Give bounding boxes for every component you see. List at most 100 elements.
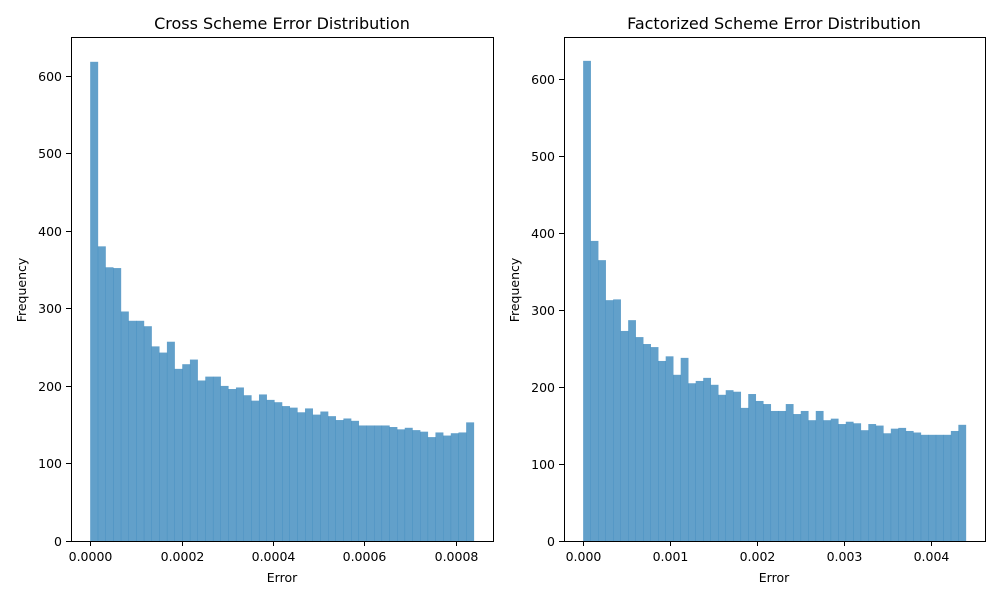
histogram-bar bbox=[793, 414, 802, 541]
histogram-bar bbox=[182, 364, 191, 541]
histogram-bar bbox=[778, 410, 787, 541]
histogram-bar bbox=[958, 424, 967, 541]
histogram-bar bbox=[785, 404, 794, 541]
y-tick-label: 0 bbox=[54, 534, 62, 549]
y-ticks: 0 100 200 300 400 500 600 bbox=[531, 72, 564, 549]
y-ticks: 0 100 200 300 400 500 600 bbox=[38, 69, 71, 549]
histogram-bar bbox=[815, 410, 824, 541]
histogram-bar bbox=[366, 425, 375, 541]
x-tick-label: 0.000 bbox=[566, 549, 602, 564]
x-tick-label: 0.003 bbox=[827, 549, 863, 564]
histogram-bar bbox=[105, 267, 114, 541]
x-ticks: 0.000 0.001 0.002 0.003 0.004 bbox=[566, 541, 950, 564]
histogram-bar bbox=[935, 434, 944, 541]
histogram-bar bbox=[358, 425, 367, 541]
y-axis-label: Frequency bbox=[507, 257, 522, 322]
histogram-bar bbox=[389, 427, 398, 541]
histogram-bar bbox=[420, 431, 429, 541]
histogram-bar bbox=[898, 427, 907, 541]
histogram-bar bbox=[404, 427, 413, 541]
histogram-bar bbox=[189, 359, 198, 541]
histogram-bar bbox=[374, 425, 383, 541]
histogram-bar bbox=[128, 320, 137, 541]
histogram-bar bbox=[274, 402, 283, 541]
chart-title: Cross Scheme Error Distribution bbox=[154, 14, 410, 33]
histogram-bar bbox=[770, 410, 779, 541]
histogram-bar bbox=[875, 425, 884, 541]
x-axis-label: Error bbox=[759, 570, 790, 585]
y-tick-label: 0 bbox=[547, 534, 555, 549]
histogram-bar bbox=[351, 420, 360, 541]
histogram-bar bbox=[845, 421, 854, 541]
x-tick-label: 0.004 bbox=[914, 549, 950, 564]
histogram-bar bbox=[205, 376, 214, 541]
histogram-bars bbox=[90, 61, 475, 542]
histogram-bar bbox=[928, 434, 937, 541]
histogram-bar bbox=[412, 430, 421, 541]
histogram-bar bbox=[613, 299, 621, 541]
histogram-bar bbox=[590, 240, 599, 541]
histogram-bar bbox=[266, 399, 275, 541]
histogram-bar bbox=[628, 320, 636, 541]
histogram-bar bbox=[718, 394, 727, 541]
histogram-bar bbox=[725, 390, 734, 541]
y-tick-label: 600 bbox=[531, 72, 555, 87]
histogram-bar bbox=[443, 435, 452, 541]
cross-scheme-panel: Cross Scheme Error Distribution Error Fr… bbox=[14, 14, 494, 585]
histogram-bar bbox=[665, 356, 674, 541]
histogram-bar bbox=[458, 432, 467, 541]
x-tick-label: 0.002 bbox=[740, 549, 776, 564]
histogram-bar bbox=[435, 432, 444, 541]
histogram-bar bbox=[381, 425, 390, 541]
histogram-bar bbox=[297, 412, 306, 541]
histogram-bar bbox=[635, 337, 644, 541]
histogram-bar bbox=[243, 395, 252, 541]
histogram-bar bbox=[733, 391, 742, 541]
histogram-bar bbox=[620, 330, 629, 541]
histogram-bar bbox=[650, 347, 659, 541]
histogram-bar bbox=[343, 418, 352, 541]
histogram-bar bbox=[748, 394, 757, 541]
histogram-bar bbox=[868, 424, 877, 541]
histogram-bar bbox=[695, 380, 704, 541]
histogram-bar bbox=[212, 376, 221, 541]
histogram-bar bbox=[823, 420, 832, 541]
histogram-bar bbox=[143, 326, 152, 541]
histogram-bar bbox=[312, 414, 321, 541]
histogram-bar bbox=[920, 434, 929, 541]
histogram-bar bbox=[950, 430, 959, 541]
histogram-bar bbox=[905, 430, 914, 541]
y-tick-label: 500 bbox=[38, 146, 62, 161]
histogram-bar bbox=[305, 408, 313, 541]
histogram-bar bbox=[883, 433, 892, 541]
histogram-bar bbox=[97, 246, 106, 541]
histogram-bar bbox=[673, 374, 681, 541]
histogram-bar bbox=[800, 410, 809, 541]
histogram-bar bbox=[120, 311, 129, 541]
histogram-bar bbox=[853, 423, 862, 541]
histogram-bar bbox=[282, 406, 290, 541]
histogram-bar bbox=[159, 352, 168, 541]
plot-frame bbox=[564, 37, 986, 542]
histogram-bar bbox=[113, 268, 122, 541]
histogram-bar bbox=[136, 320, 145, 541]
plot-frame bbox=[71, 37, 494, 542]
y-tick-label: 100 bbox=[38, 456, 62, 471]
x-tick-label: 0.0004 bbox=[252, 549, 296, 564]
histogram-bar bbox=[680, 357, 689, 541]
x-axis-label: Error bbox=[267, 570, 298, 585]
histogram-bar bbox=[328, 416, 337, 541]
histogram-bar bbox=[605, 300, 614, 541]
y-tick-label: 600 bbox=[38, 69, 62, 84]
histogram-bar bbox=[450, 433, 459, 541]
histogram-bar bbox=[688, 383, 696, 541]
chart-title: Factorized Scheme Error Distribution bbox=[627, 14, 921, 33]
factorized-scheme-panel: Factorized Scheme Error Distribution Err… bbox=[507, 14, 986, 585]
histogram-bar bbox=[943, 434, 952, 541]
histogram-bar bbox=[643, 344, 651, 541]
x-tick-label: 0.0000 bbox=[69, 549, 113, 564]
histogram-bar bbox=[166, 341, 175, 541]
histogram-bar bbox=[289, 407, 298, 541]
histogram-bar bbox=[427, 437, 436, 541]
